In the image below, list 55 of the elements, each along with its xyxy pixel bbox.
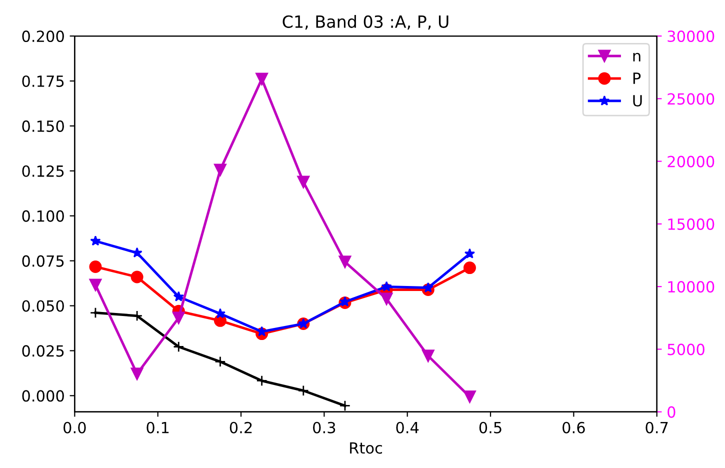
x-tick-label: 0.0 (64, 422, 86, 434)
x-tick-label: 0.4 (396, 422, 419, 434)
point (256, 375, 268, 386)
x-tick-label: 0.2 (230, 422, 252, 434)
point (338, 256, 352, 268)
point (130, 270, 144, 284)
point (298, 385, 309, 396)
point (173, 341, 184, 352)
legend-label: n (633, 52, 640, 62)
point (214, 308, 226, 318)
x-tick-label: 0.7 (646, 422, 668, 434)
point (90, 235, 101, 246)
point (89, 278, 102, 292)
point (463, 390, 476, 404)
x-tick-label: 0.5 (479, 422, 502, 434)
point (340, 296, 350, 306)
point (339, 400, 351, 412)
point (214, 164, 226, 176)
y2-tick-label: 25000 (668, 93, 714, 105)
point (256, 72, 268, 86)
y-tick-label: 0.200 (22, 30, 64, 42)
point (464, 248, 476, 258)
y-tick-label: 0.050 (22, 300, 64, 312)
x-tick-label: 0.1 (146, 422, 169, 434)
y2-tick-label: 5000 (668, 344, 704, 356)
legend-label: U (633, 95, 642, 106)
point (173, 291, 184, 302)
point (422, 282, 434, 292)
y-tick-label: 0.025 (22, 345, 64, 357)
x-axis-title: Rtoc (350, 442, 382, 454)
point (381, 281, 392, 292)
point (172, 312, 185, 324)
chart-title: C1, Band 03 :A, P, U (282, 15, 448, 30)
x-tick-label: 0.3 (313, 422, 336, 434)
y2-tick-label: 10000 (668, 281, 714, 293)
y2-tick-label: 0 (668, 406, 676, 418)
point (463, 262, 476, 274)
x-tick-label: 0.6 (562, 422, 585, 434)
point (214, 356, 226, 368)
y-tick-label: 0.100 (22, 210, 64, 222)
point (89, 260, 102, 273)
point (130, 368, 144, 380)
point (256, 326, 268, 336)
y-tick-label: 0.075 (22, 255, 64, 267)
y2-tick-label: 20000 (668, 156, 714, 168)
point (422, 350, 434, 362)
legend-label: P (633, 72, 641, 84)
y2-tick-label: 30000 (668, 30, 714, 42)
y2-tick-label: 15000 (668, 218, 714, 230)
y-tick-label: 0.000 (22, 390, 64, 402)
y-tick-label: 0.175 (22, 75, 64, 88)
y-tick-label: 0.150 (22, 120, 64, 132)
y-tick-label: 0.125 (22, 165, 64, 177)
point (380, 292, 393, 306)
point (297, 176, 310, 188)
